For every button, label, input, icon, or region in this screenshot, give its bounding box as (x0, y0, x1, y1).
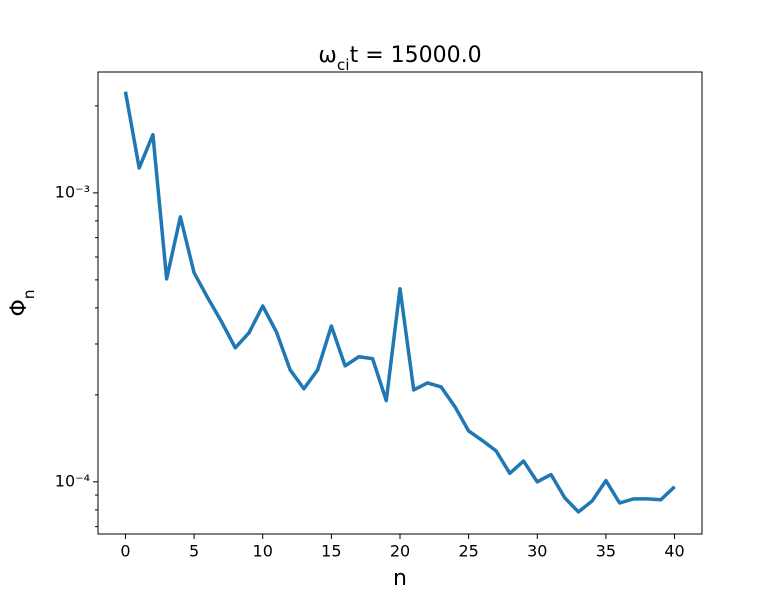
x-axis-label: n (393, 566, 407, 591)
data-line (123, 91, 676, 514)
x-tick-label: 20 (390, 542, 410, 561)
x-tick-label: 10 (253, 542, 273, 561)
x-tick-label: 15 (321, 542, 341, 561)
y-tick-label: 10⁻³ (55, 182, 90, 201)
chart-title: ωcit = 15000.0 (318, 43, 481, 74)
x-tick-label: 0 (120, 542, 130, 561)
y-tick-label: 10⁻⁴ (55, 471, 90, 490)
x-tick-label: 40 (664, 542, 684, 561)
x-tick-label: 5 (189, 542, 199, 561)
x-tick-label: 35 (596, 542, 616, 561)
y-axis-label: Φn (7, 289, 38, 316)
x-tick-label: 25 (458, 542, 478, 561)
x-tick-label: 30 (527, 542, 547, 561)
